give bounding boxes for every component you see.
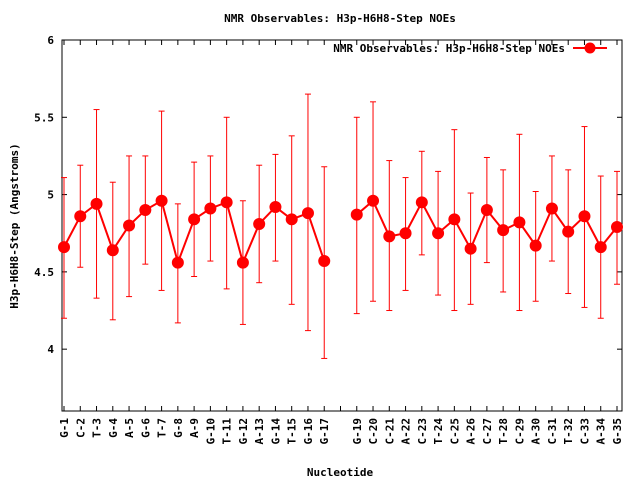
data-point [253,217,266,230]
x-tick-label: T-24 [432,418,445,445]
data-point [464,242,477,255]
x-tick-label: G-12 [237,418,250,445]
data-point [285,213,298,226]
x-tick-label: C-31 [546,418,559,445]
x-tick-label: G-35 [611,418,624,445]
x-tick-label: A-5 [123,418,136,438]
y-tick-label: 6 [47,34,54,47]
x-axis: G-1 C-2 T-3 G-4 A-5 G-6 T-7 G-8 A-9 G-10 T-11 G-12 A… [58,40,624,445]
data-point [74,210,87,223]
x-tick-label: C-27 [481,418,494,445]
plot-frame [61,39,623,412]
x-tick-label: A-30 [530,418,543,445]
data-point [594,241,607,254]
data-point [367,194,380,207]
x-tick-label: G-17 [318,418,331,445]
x-tick-label: G-6 [139,418,152,438]
x-tick-label: T-11 [221,418,234,445]
y-tick-label: 4.5 [34,266,54,279]
x-tick-label: G-8 [172,418,185,438]
data-point [139,204,152,217]
y-tick-label: 5 [47,189,54,202]
data-point [529,239,542,252]
y-tick-label: 5.5 [34,111,54,124]
x-tick-label: C-29 [513,418,526,445]
data-point [58,241,70,254]
data-point [301,207,314,220]
x-tick-label: C-25 [448,418,461,445]
x-tick-label: T-3 [91,418,104,438]
data-point [269,200,282,213]
legend: NMR Observables: H3p-H6H8-Step NOEs [333,42,607,55]
data-point [155,194,168,207]
data-point [513,216,526,229]
legend-label: NMR Observables: H3p-H6H8-Step NOEs [333,42,565,55]
data-point [383,230,396,243]
data-point [318,255,331,268]
x-axis-label: Nucleotide [307,466,374,479]
data-point [123,219,136,232]
data-point [611,221,623,234]
data-point [448,213,461,226]
data-point [562,225,575,238]
x-tick-label: A-9 [188,418,201,438]
data-point [106,244,119,257]
data-point [432,227,445,240]
x-tick-label: G-14 [269,418,282,445]
y-axis-label: H3p-H6H8-Step (Angstroms) [8,143,21,309]
y-tick-label: 4 [47,343,54,356]
error-bars [61,93,620,359]
x-tick-label: C-20 [367,418,380,445]
data-point [480,204,493,217]
x-tick-label: C-2 [74,418,87,438]
data-point [220,196,233,209]
data-point [90,197,103,210]
chart-title: NMR Observables: H3p-H6H8-Step NOEs [224,12,456,25]
x-tick-label: G-4 [107,418,120,438]
data-point [415,196,428,209]
y-axis: 4 4.5 5 5.5 6 [34,34,622,356]
data-point [399,227,412,240]
x-tick-label: A-13 [253,418,266,445]
x-tick-label: A-34 [595,418,608,445]
x-tick-label: G-16 [302,418,315,445]
data-point [188,213,201,226]
x-tick-label: A-22 [400,418,413,445]
x-tick-label: G-10 [204,418,217,445]
x-tick-label: T-7 [156,418,169,438]
data-point [204,202,217,215]
data-point [545,202,558,215]
x-tick-label: C-21 [383,418,396,445]
x-tick-label: A-26 [465,418,478,445]
data-point [171,256,184,269]
data-points [58,194,623,269]
x-tick-label: T-28 [497,418,510,445]
x-tick-label: G-19 [351,418,364,445]
x-tick-label: T-15 [286,418,299,445]
data-point [236,256,249,269]
x-tick-label: C-33 [578,418,591,445]
data-point [350,208,363,221]
x-tick-label: G-1 [58,418,71,438]
data-point [578,210,591,223]
data-point [497,224,510,237]
x-tick-label: T-32 [562,418,575,445]
x-tick-label: C-23 [416,418,429,445]
legend-marker [584,42,596,54]
